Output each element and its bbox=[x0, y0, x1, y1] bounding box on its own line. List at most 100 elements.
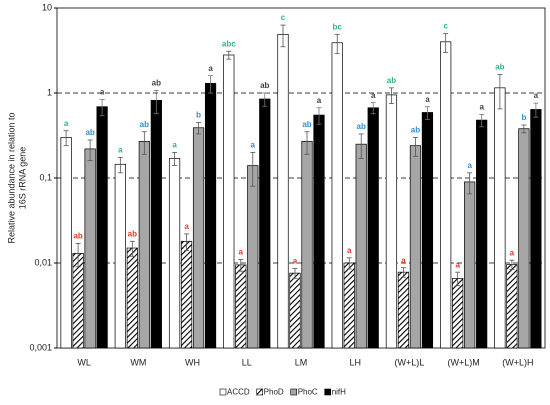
x-tick-label: LM bbox=[295, 357, 308, 367]
bar bbox=[440, 41, 452, 349]
bar bbox=[223, 54, 235, 349]
bar bbox=[289, 272, 301, 349]
bar bbox=[204, 82, 217, 349]
plot-frame bbox=[56, 7, 546, 349]
bar bbox=[313, 114, 325, 349]
error-bar bbox=[184, 233, 190, 251]
error-bar bbox=[153, 90, 159, 115]
bar bbox=[247, 165, 259, 349]
significance-letter: ab bbox=[140, 120, 149, 129]
error-bar bbox=[370, 102, 376, 115]
error-bar bbox=[497, 74, 503, 110]
error-bar bbox=[346, 257, 352, 270]
error-bar bbox=[250, 152, 256, 187]
error-bar bbox=[280, 24, 286, 48]
error-bar bbox=[388, 87, 394, 105]
error-bar bbox=[292, 268, 298, 279]
significance-letter: a bbox=[479, 103, 484, 112]
significance-letter: a bbox=[467, 161, 472, 170]
significance-letter: a bbox=[239, 248, 244, 257]
error-bar bbox=[316, 107, 322, 125]
legend-swatch bbox=[219, 388, 227, 396]
error-bar bbox=[262, 92, 268, 107]
bar bbox=[150, 99, 162, 349]
bar bbox=[343, 262, 355, 349]
significance-letter: c bbox=[443, 22, 448, 31]
bar bbox=[60, 137, 72, 349]
bar bbox=[168, 158, 181, 349]
error-bar bbox=[141, 131, 147, 155]
error-bar bbox=[172, 152, 178, 166]
error-bar bbox=[208, 75, 214, 94]
bar bbox=[464, 181, 476, 349]
x-tick-label: (W+L)M bbox=[448, 357, 480, 367]
x-tick-label: WL bbox=[77, 357, 91, 367]
bar bbox=[277, 33, 289, 349]
significance-letter: a bbox=[425, 95, 430, 104]
legend-swatch bbox=[256, 388, 263, 396]
significance-letter: a bbox=[172, 141, 177, 150]
error-bar bbox=[521, 124, 527, 134]
bar bbox=[530, 109, 542, 349]
significance-letter: a bbox=[251, 141, 256, 150]
error-bar bbox=[400, 267, 406, 278]
significance-letter: a bbox=[455, 260, 460, 269]
error-bar bbox=[509, 259, 515, 270]
significance-letter: ab bbox=[302, 120, 311, 129]
bar bbox=[518, 128, 530, 349]
error-bar bbox=[358, 133, 364, 159]
bar bbox=[331, 42, 343, 349]
legend-swatch bbox=[324, 388, 332, 396]
legend-label: PhoC bbox=[298, 388, 318, 397]
significance-letter: a bbox=[118, 145, 123, 154]
significance-letter: a bbox=[347, 246, 352, 255]
y-tick-label: 0,01 bbox=[34, 257, 52, 267]
significance-letter: a bbox=[401, 256, 406, 265]
error-bar bbox=[533, 102, 539, 118]
bar bbox=[192, 127, 205, 349]
x-tick-label: LL bbox=[242, 357, 252, 367]
bar bbox=[421, 112, 434, 349]
significance-letter: ab bbox=[73, 232, 82, 241]
bar bbox=[409, 145, 422, 349]
error-bar bbox=[467, 172, 473, 195]
significance-letter: b bbox=[521, 113, 526, 122]
bar bbox=[84, 148, 96, 349]
y-tick-label: 0,001 bbox=[29, 342, 52, 352]
significance-letter: a bbox=[184, 222, 189, 231]
significance-letter: ab bbox=[357, 122, 366, 131]
error-bar bbox=[424, 106, 430, 120]
significance-letter: a bbox=[100, 88, 105, 97]
legend-label: nifH bbox=[332, 388, 346, 397]
bar bbox=[397, 271, 410, 349]
bar bbox=[355, 143, 367, 349]
significance-letter: a bbox=[510, 248, 515, 257]
x-tick-label: WH bbox=[185, 357, 200, 367]
significance-letter: ab bbox=[85, 128, 94, 137]
bar bbox=[235, 264, 247, 349]
error-bar bbox=[334, 33, 340, 55]
significance-letter: ab bbox=[387, 76, 396, 85]
y-tick-label: 1 bbox=[47, 87, 52, 97]
significance-letter: ab bbox=[152, 79, 161, 88]
error-bar bbox=[117, 156, 123, 174]
y-tick-label: 10 bbox=[42, 2, 52, 12]
bar bbox=[301, 140, 313, 349]
error-bar bbox=[196, 122, 202, 135]
significance-letter: bc bbox=[333, 22, 343, 31]
error-bar bbox=[412, 137, 418, 157]
error-bar bbox=[63, 130, 69, 147]
error-bar bbox=[479, 114, 485, 128]
significance-letter: ab bbox=[411, 126, 420, 135]
error-bar bbox=[75, 243, 81, 268]
bar bbox=[180, 240, 193, 349]
error-bar bbox=[129, 240, 135, 257]
y-axis-label: Relative abundance in relation to bbox=[6, 112, 16, 243]
legend-swatch bbox=[290, 388, 297, 396]
significance-letter: b bbox=[196, 111, 201, 120]
error-bar bbox=[455, 271, 461, 287]
error-bar bbox=[87, 139, 93, 162]
significance-letter: ab bbox=[495, 63, 504, 72]
